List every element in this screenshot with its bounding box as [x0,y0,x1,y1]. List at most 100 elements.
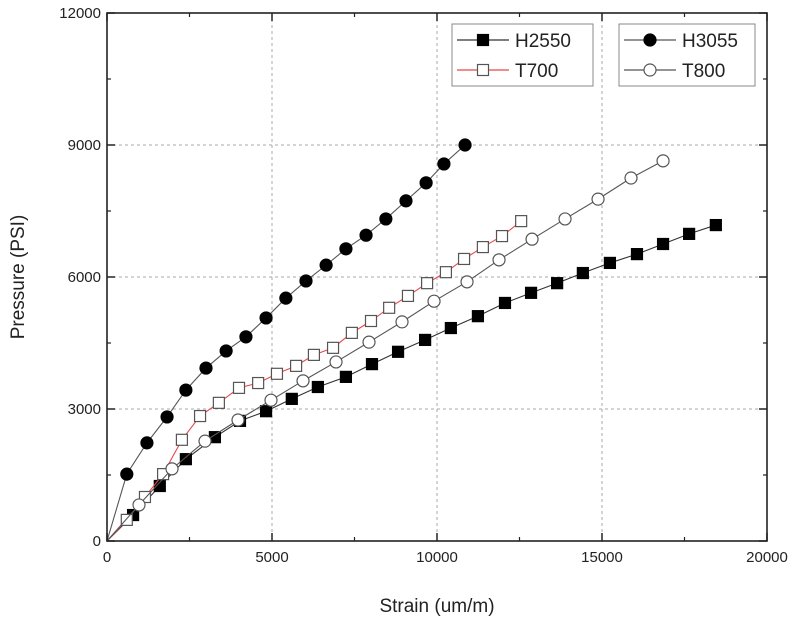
data-point-t700 [515,215,528,228]
data-point-h3055 [239,330,253,344]
data-point-h3055 [359,228,373,242]
data-point-t800 [591,192,605,206]
data-point-t800 [395,315,409,329]
data-point-h2550 [444,321,457,335]
data-point-h3055 [160,410,174,424]
data-point-t800 [198,434,212,448]
data-point-t700 [345,326,358,339]
data-point-t800 [525,232,539,246]
series-t800 [106,154,670,542]
y-tick-label: 3000 [68,401,101,418]
data-point-t700 [383,301,396,314]
data-point-t800 [329,355,343,369]
y-tick-label: 12000 [59,5,101,22]
data-point-h3055 [419,176,433,190]
legend-label: T700 [515,61,558,82]
data-point-h2550 [709,218,722,232]
x-tick-label: 15000 [581,549,623,566]
data-point-t700 [476,240,489,254]
data-point-t700 [175,433,189,446]
data-point-h2550 [656,237,670,251]
data-point-t800 [558,212,572,226]
data-point-t700 [364,314,378,328]
legend-label: H3055 [682,31,738,52]
data-point-h3055 [339,242,353,256]
legend-label: H2550 [515,31,571,52]
data-point-t800 [165,462,179,476]
data-point-h3055 [319,258,333,272]
y-tick-label: 9000 [68,137,101,154]
data-point-h2550 [285,392,298,405]
legend-frame [451,23,594,87]
data-point-h2550 [339,370,353,383]
data-point-t700 [401,289,415,303]
data-point-t800 [492,253,506,267]
legend-box-2: H3055 T800 [618,23,756,87]
data-point-h2550 [391,345,405,358]
data-point-h2550 [419,333,432,347]
data-point-t700 [289,359,303,372]
data-point-h2550 [683,227,696,240]
y-tick-label: 6000 [68,269,101,286]
series-h3055 [106,138,472,542]
x-tick-label: 20000 [746,549,788,566]
data-point-h2550 [576,266,589,280]
legend-marker [643,33,657,47]
x-axis-label: Strain (um/m) [379,596,494,617]
data-point-h3055 [259,311,273,325]
data-point-t700 [439,266,453,279]
legend-box-1: H2550 T700 [451,23,594,87]
data-point-h3055 [279,291,293,305]
data-point-h2550 [179,453,192,466]
data-point-t700 [120,513,133,526]
data-point-h2550 [311,380,324,394]
data-point-t700 [193,409,207,423]
data-point-h3055 [120,467,134,481]
data-point-t800 [231,413,245,427]
data-point-t700 [326,341,340,354]
legend-item-t800: T800 [624,61,725,82]
data-point-t700 [232,381,246,394]
y-axis-label: Pressure (PSI) [8,215,29,340]
data-point-t700 [457,252,471,266]
data-point-h3055 [379,212,393,226]
series-h2550 [106,218,722,542]
data-point-h3055 [458,138,472,152]
legend-item-t700: T700 [457,61,558,82]
series-t700 [106,215,528,542]
data-point-h2550 [498,296,512,310]
data-point-h2550 [630,248,644,261]
series-layer [106,138,722,542]
x-tick-label: 0 [103,549,111,566]
data-point-t700 [252,376,265,390]
data-point-h2550 [471,310,485,323]
data-point-h3055 [199,361,213,375]
data-point-t700 [212,396,225,409]
data-point-h3055 [399,194,413,208]
data-point-t700 [270,367,284,380]
data-point-t800 [624,171,638,185]
legend-marker [476,33,490,47]
y-tick-label: 0 [93,533,101,550]
data-point-t700 [307,348,321,361]
legend-marker [476,63,490,77]
x-tick-label: 5000 [255,549,288,566]
x-tick-label: 10000 [416,549,458,566]
data-point-h3055 [437,157,451,171]
legend-item-h2550: H2550 [457,31,571,52]
data-point-h2550 [551,277,564,290]
data-point-t700 [495,229,509,243]
data-point-t700 [421,277,434,290]
ticks: 0 5000 10000 15000 20000 0 3000 6000 9000 12000 [59,5,788,566]
data-point-t800 [460,275,474,289]
data-point-h3055 [179,383,193,397]
data-point-h2550 [603,256,617,270]
data-point-t800 [296,374,310,388]
data-point-h2550 [259,405,273,418]
legend-item-h3055: H3055 [624,31,738,52]
series-line-h2550 [106,224,717,542]
data-point-h3055 [299,274,313,288]
legend-frame [618,23,756,87]
data-point-h3055 [219,344,233,358]
